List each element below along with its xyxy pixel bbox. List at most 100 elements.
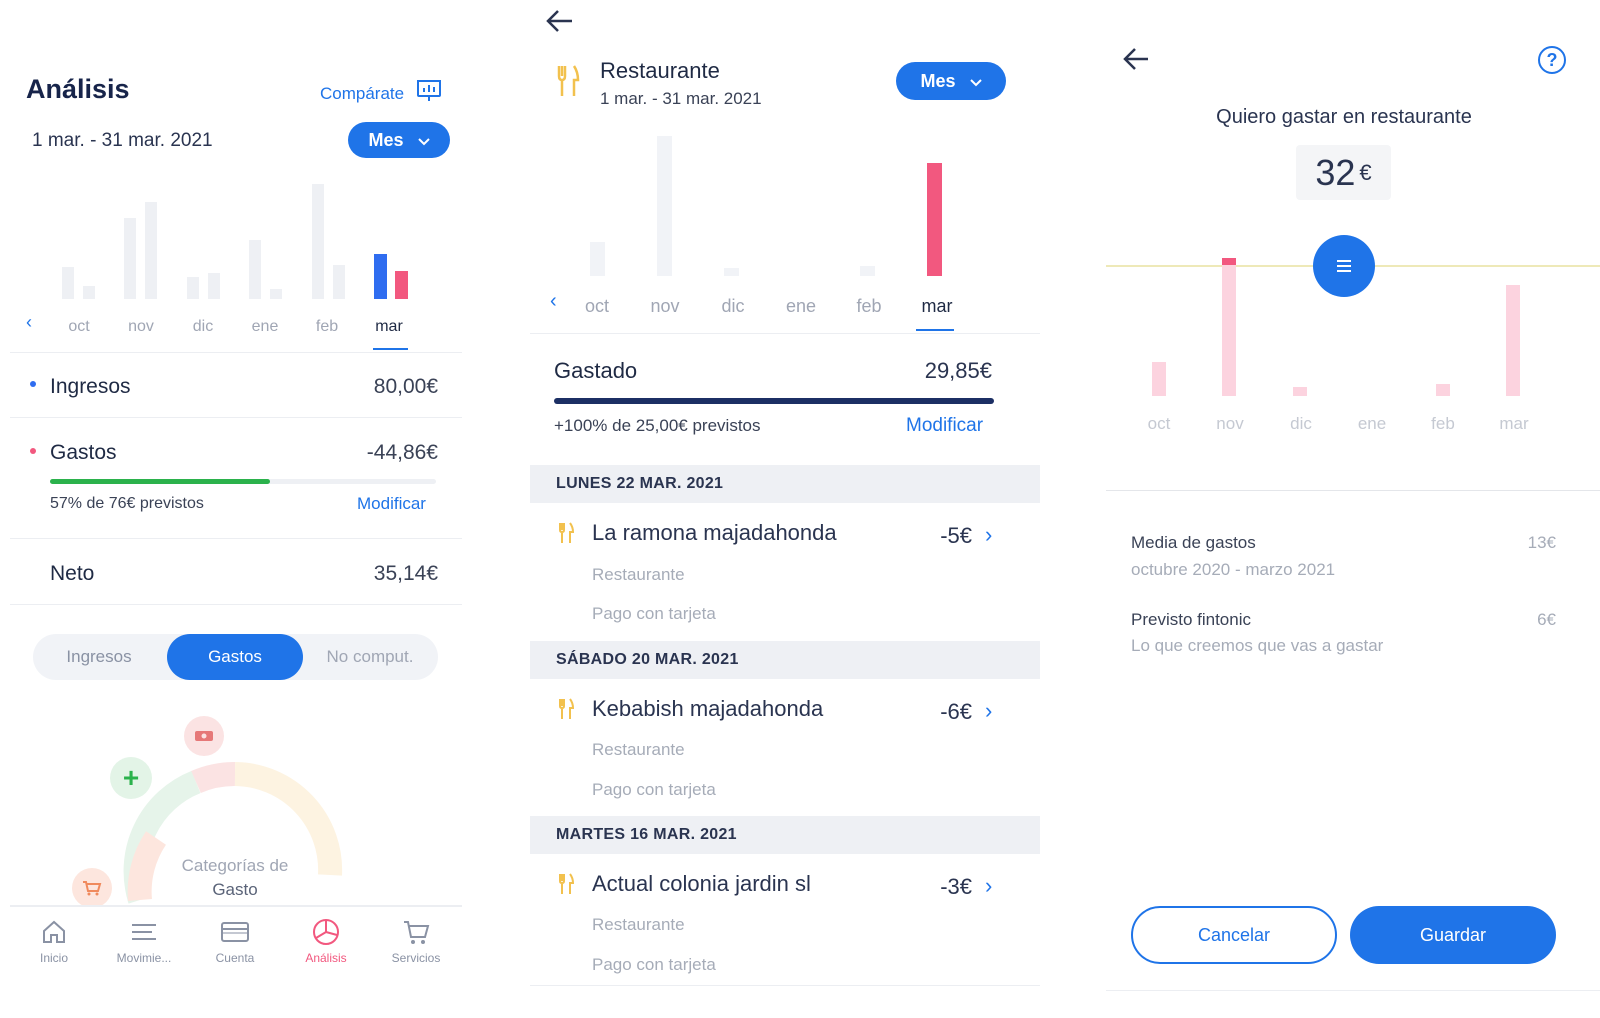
segment-not-computed[interactable]: No comput.: [326, 647, 414, 666]
forecast-subtitle: Lo que creemos que vas a gastar: [1131, 636, 1384, 655]
modify-link[interactable]: Modificar: [906, 415, 984, 436]
period-label: Mes: [920, 70, 956, 91]
cash-icon[interactable]: [184, 716, 224, 756]
period-dropdown[interactable]: Mes: [896, 62, 1006, 100]
divider: [530, 985, 1040, 986]
segment-expenses[interactable]: Gastos: [167, 634, 303, 680]
bar-feb: [860, 266, 875, 276]
transaction-name[interactable]: Kebabish majadahonda: [592, 696, 824, 721]
bar-dic-income: [187, 277, 199, 299]
list-icon: [132, 924, 156, 940]
cancel-button[interactable]: Cancelar: [1131, 906, 1337, 964]
month-label-selected[interactable]: mar: [921, 296, 953, 316]
spent-value: 29,85€: [924, 358, 992, 383]
month-label[interactable]: ene: [251, 318, 279, 335]
slider-handle[interactable]: [1313, 235, 1375, 297]
spent-label: Gastado: [554, 358, 638, 383]
average-period: octubre 2020 - marzo 2021: [1131, 560, 1336, 579]
budget-amount-field[interactable]: 32 €: [1296, 145, 1391, 200]
month-label[interactable]: dic: [721, 296, 745, 316]
month-label[interactable]: oct: [584, 296, 609, 316]
nav-item-account[interactable]: Cuenta: [205, 918, 265, 965]
nav-item-movements[interactable]: Movimie...: [108, 918, 180, 965]
budget-screen: ? Quiero gastar en restaurante 32 € oct …: [1106, 0, 1600, 1018]
segment-income[interactable]: Ingresos: [66, 647, 132, 666]
category-title: Restaurante: [600, 58, 720, 83]
chevron-left-icon[interactable]: ‹: [26, 312, 32, 332]
month-label: feb: [1431, 414, 1455, 433]
donut-segment-yellow: [234, 762, 343, 876]
month-label[interactable]: dic: [192, 318, 214, 335]
presentation-chart-icon: [416, 78, 442, 109]
monthly-bars: [62, 184, 408, 299]
bar-dic: [1293, 387, 1307, 396]
month-label: dic: [1290, 414, 1312, 433]
chevron-right-icon[interactable]: ›: [985, 698, 993, 723]
donut-segment-red: [191, 761, 236, 794]
transaction-name[interactable]: La ramona majadahonda: [592, 520, 837, 545]
transaction-category: Restaurante: [592, 740, 685, 759]
month-label[interactable]: nov: [128, 318, 154, 335]
cutlery-icon: [558, 522, 575, 549]
bar-dic-expense: [208, 273, 220, 299]
chevron-left-icon[interactable]: ‹: [550, 290, 557, 312]
month-label[interactable]: oct: [68, 318, 90, 335]
forecast-value: 6€: [1537, 610, 1556, 629]
month-label-selected[interactable]: mar: [375, 318, 403, 335]
budget-text: +100% de 25,00€ previstos: [554, 416, 761, 435]
compare-label: Compárate: [320, 83, 405, 103]
month-label[interactable]: feb: [856, 296, 882, 316]
average-value: 13€: [1527, 533, 1556, 552]
spent-progress-track: [554, 398, 994, 404]
arrow-left-icon[interactable]: [544, 8, 574, 39]
bottom-nav: [10, 905, 462, 980]
expenses-budget-text: 57% de 76€ previstos: [50, 495, 204, 512]
bar-nov-over: [1222, 258, 1236, 265]
chevron-right-icon[interactable]: ›: [985, 522, 993, 547]
menu-icon: [1337, 260, 1351, 272]
bar-nov-expense: [145, 202, 157, 299]
bar-oct: [1152, 362, 1166, 396]
chevron-right-icon[interactable]: ›: [985, 873, 993, 898]
save-button[interactable]: Guardar: [1350, 906, 1556, 964]
month-label: nov: [1216, 414, 1244, 433]
compare-button[interactable]: Compárate: [320, 78, 442, 109]
shopping-cart-icon[interactable]: [72, 868, 112, 908]
question-circle-icon[interactable]: ?: [1538, 46, 1566, 74]
modify-link[interactable]: Modificar: [357, 494, 426, 513]
donut-label-line1: Categorías de: [181, 856, 289, 875]
date-header: LUNES 22 MAR. 2021: [530, 465, 1040, 503]
month-axis: oct nov dic ene feb mar: [1134, 414, 1539, 434]
nav-label: Movimie...: [116, 951, 172, 965]
bar-feb-expense: [333, 265, 345, 299]
nav-item-analysis[interactable]: Análisis: [296, 918, 356, 965]
budget-amount: 32: [1315, 151, 1356, 193]
budget-currency: €: [1359, 159, 1372, 185]
divider: [10, 417, 462, 418]
bar-ene-income: [249, 240, 261, 299]
plus-icon[interactable]: +: [110, 757, 152, 799]
category-detail-screen: Restaurante 1 mar. - 31 mar. 2021 Mes ‹ …: [530, 0, 1040, 1018]
bar-feb: [1436, 384, 1450, 396]
cutlery-icon: [556, 64, 580, 103]
arrow-left-icon[interactable]: [1122, 46, 1150, 77]
donut-label-line2: Gasto: [212, 880, 258, 899]
expenses-label[interactable]: Gastos: [50, 441, 117, 464]
bar-nov-income: [124, 218, 136, 299]
month-label[interactable]: ene: [785, 296, 817, 316]
divider: [10, 538, 462, 539]
transaction-name[interactable]: Actual colonia jardin sl: [592, 871, 811, 896]
cutlery-icon: [558, 873, 575, 900]
month-label[interactable]: feb: [315, 318, 339, 335]
bar-mar-expense: [395, 271, 408, 299]
month-label[interactable]: nov: [650, 296, 680, 316]
income-label[interactable]: Ingresos: [50, 375, 131, 398]
date-header: SÁBADO 20 MAR. 2021: [530, 641, 1040, 679]
transaction-amount: -5€: [940, 523, 972, 548]
month-axis: oct nov dic ene feb mar: [54, 318, 414, 336]
nav-item-home[interactable]: Inicio: [24, 918, 84, 965]
transaction-method: Pago con tarjeta: [592, 604, 716, 623]
nav-item-services[interactable]: Servicios: [386, 918, 446, 965]
period-dropdown[interactable]: Mes: [348, 122, 450, 158]
chevron-down-icon: [969, 71, 982, 92]
